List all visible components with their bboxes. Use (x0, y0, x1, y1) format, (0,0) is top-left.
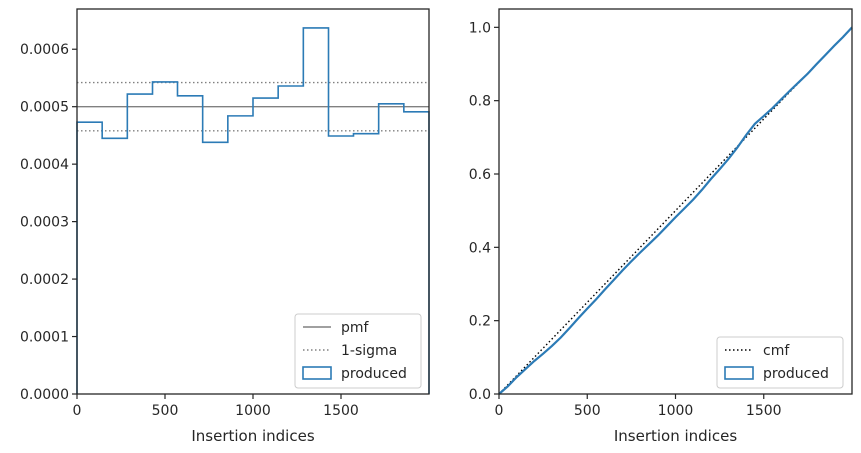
chart-2-y-tick-label-4: 0.8 (469, 94, 491, 110)
chart-1-x-tick-label-3: 1500 (323, 403, 359, 419)
chart-1-y-tick-label-4: 0.0004 (20, 157, 69, 173)
chart-2-x-axis-label: Insertion indices (614, 427, 737, 445)
chart-1-y-tick-label-2: 0.0002 (20, 272, 69, 288)
chart-2-y-tick-label-2: 0.4 (469, 240, 491, 256)
chart-2-legend-label-cmf: cmf (763, 343, 790, 359)
chart-2-produced-line (498, 26, 853, 395)
chart-1-legend-label-pmf: pmf (341, 320, 370, 336)
chart-2-y-tick-label-0: 0.0 (469, 387, 491, 403)
chart-2-x-tick-label-0: 0 (495, 403, 504, 419)
chart-2-y-tick-label-5: 1.0 (469, 20, 491, 36)
chart-2-legend-label-produced: produced (763, 366, 829, 382)
chart-1-x-tick-label-2: 1000 (235, 403, 271, 419)
chart-1-produced-histogram (76, 27, 430, 394)
chart-1-y-tick-label-0: 0.0000 (20, 387, 69, 403)
chart-1-legend-box (294, 313, 422, 389)
chart-2-x-tick-label-1: 500 (574, 403, 601, 419)
chart-2-x-tick-label-2: 1000 (658, 403, 694, 419)
chart-1-x-tick-label-1: 500 (152, 403, 179, 419)
chart-2-y-tick-label-3: 0.6 (469, 167, 491, 183)
chart-2-legend-handle-produced (724, 366, 754, 380)
chart-1-y-tick-label-6: 0.0006 (20, 42, 69, 58)
chart-1-legend-label-produced: produced (341, 366, 407, 382)
chart-1-legend-label-1-sigma: 1-sigma (341, 343, 397, 359)
chart-1-x-axis-label: Insertion indices (191, 427, 314, 445)
chart-1-x-tick-label-0: 0 (73, 403, 82, 419)
chart-1-y-tick-label-1: 0.0001 (20, 330, 69, 346)
chart-1-legend-handle-produced (302, 366, 332, 380)
chart-2-plot-frame (498, 8, 853, 395)
chart-2-legend-box (716, 336, 844, 389)
chart-1-y-tick-label-3: 0.0003 (20, 215, 69, 231)
chart-2-x-tick-label-3: 1500 (746, 403, 782, 419)
chart-1-y-tick-label-5: 0.0005 (20, 100, 69, 116)
chart-2-y-tick-label-1: 0.2 (469, 314, 491, 330)
